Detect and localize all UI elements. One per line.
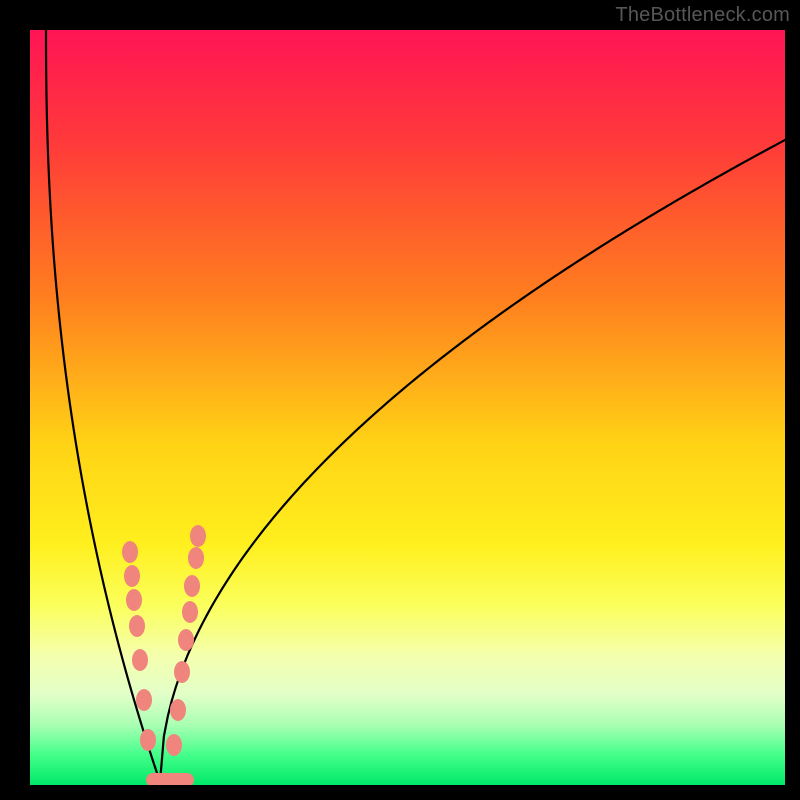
data-marker [182,601,198,623]
data-marker [140,729,156,751]
data-marker [178,629,194,651]
data-marker [166,734,182,756]
data-marker [126,589,142,611]
plot-area [30,30,785,785]
watermark-text: TheBottleneck.com [615,4,790,27]
bottleneck-curve [46,30,785,782]
data-marker [184,575,200,597]
data-marker [188,547,204,569]
curve-layer [30,30,785,785]
chart-frame: TheBottleneck.com [0,0,800,800]
data-marker [174,661,190,683]
data-marker [190,525,206,547]
data-marker [122,541,138,563]
data-marker [129,615,145,637]
data-marker-valley [146,773,194,785]
data-marker [136,689,152,711]
data-marker [170,699,186,721]
data-marker [132,649,148,671]
data-marker [124,565,140,587]
